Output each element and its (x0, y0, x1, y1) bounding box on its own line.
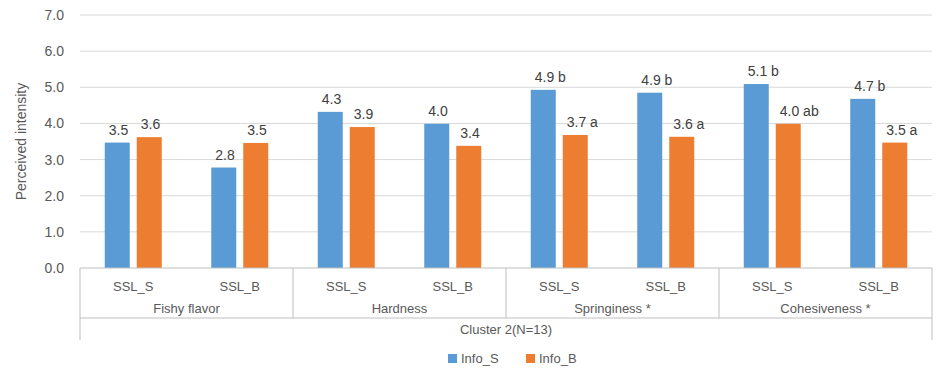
category-label: SSL_B (220, 279, 260, 294)
y-tick-label: 0.0 (45, 260, 65, 276)
legend: Info_S Info_B (448, 351, 577, 366)
category-label: SSL_B (433, 279, 473, 294)
bar (424, 124, 449, 268)
bar (531, 90, 556, 268)
bar (350, 127, 375, 268)
bar (882, 143, 907, 268)
legend-swatch (526, 354, 535, 363)
y-tick-label: 5.0 (45, 79, 65, 95)
bar (669, 137, 694, 268)
category-label: SSL_B (646, 279, 686, 294)
y-tick-label: 2.0 (45, 188, 65, 204)
group-label: Fishy flavor (153, 301, 220, 316)
bar (563, 135, 588, 268)
group-separator (506, 268, 507, 318)
bar (850, 99, 875, 268)
grid-line (80, 51, 932, 52)
data-label: 4.7 b (854, 78, 885, 94)
data-label: 3.7 a (567, 114, 598, 130)
y-tick-label: 6.0 (45, 43, 65, 59)
y-tick-label: 7.0 (45, 7, 65, 23)
group-underline (80, 318, 932, 319)
category-label: SSL_S (539, 279, 580, 294)
data-label: 3.9 (354, 106, 374, 122)
category-label: SSL_S (113, 279, 154, 294)
data-label: 4.9 b (641, 72, 672, 88)
bar (776, 124, 801, 268)
category-label: SSL_S (326, 279, 367, 294)
y-tick-label: 4.0 (45, 115, 65, 131)
category-label: SSL_B (859, 279, 899, 294)
data-label: 4.0 (428, 103, 448, 119)
group-label: Springiness * (574, 301, 651, 316)
group-separator (719, 268, 720, 318)
grid-line (80, 15, 932, 16)
legend-label: Info_B (539, 351, 577, 366)
group-separator (80, 268, 81, 340)
y-axis-label: Perceived intensity (13, 83, 29, 201)
category-label: SSL_S (752, 279, 793, 294)
bar (211, 168, 236, 268)
group-separator (293, 268, 294, 318)
data-label: 3.4 (460, 125, 480, 141)
grid-line (80, 87, 932, 88)
bar (456, 146, 481, 268)
bars (105, 84, 908, 268)
x-axis-label: Cluster 2(N=13) (460, 322, 552, 337)
data-label: 3.5 (247, 122, 267, 138)
data-label: 4.9 b (535, 69, 566, 85)
bar (318, 112, 343, 268)
legend-label: Info_S (461, 351, 499, 366)
chart: 0.0 1.0 2.0 3.0 4.0 5.0 6.0 7.0 Perceived intens… (0, 0, 946, 379)
legend-swatch (448, 354, 457, 363)
data-label: 3.6 a (673, 116, 704, 132)
group-label: Hardness (372, 301, 428, 316)
y-tick-label: 3.0 (45, 152, 65, 168)
data-label: 3.6 (141, 116, 161, 132)
bar (637, 93, 662, 268)
group-label: Cohesiveness * (780, 301, 870, 316)
data-labels: 3.5 2.8 4.3 4.0 4.9 b 4.9 b 5.1 b 4.7 b 3.6 3.5 3.… (109, 63, 918, 162)
data-label: 2.8 (215, 147, 235, 163)
data-label: 4.3 (322, 91, 342, 107)
grid-line (80, 123, 932, 124)
data-label: 3.5 (109, 122, 129, 138)
data-label: 4.0 ab (780, 103, 819, 119)
bar (137, 137, 162, 268)
data-label: 5.1 b (748, 63, 779, 79)
data-label: 3.5 a (886, 122, 917, 138)
y-tick-label: 1.0 (45, 224, 65, 240)
grid-line (80, 159, 932, 160)
bar (243, 143, 268, 268)
group-separator (932, 268, 933, 340)
grid-line (80, 231, 932, 232)
grid-line (80, 195, 932, 196)
bar (744, 84, 769, 268)
bar (105, 143, 130, 268)
